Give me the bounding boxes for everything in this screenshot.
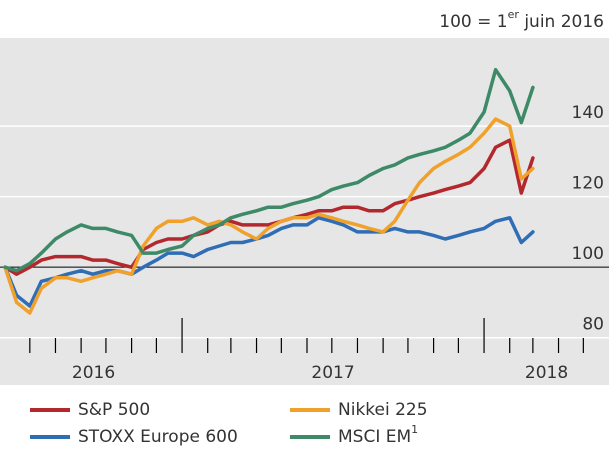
x-label: 2017 [311,363,354,383]
legend-label: Nikkei 225 [338,400,428,420]
y-tick-label: 100 [572,244,604,264]
y-tick-label: 140 [572,103,604,123]
legend-name: MSCI EM [338,427,411,447]
legend-label: STOXX Europe 600 [78,427,238,447]
legend-sup: 1 [411,423,418,436]
legend-name: Nikkei 225 [338,400,428,420]
series-line [3,216,535,308]
series-line [3,67,535,273]
legend-name: S&P 500 [78,400,150,420]
y-tick-label: 120 [572,174,604,194]
legend-label: MSCI EM1 [338,423,418,447]
x-label: 2018 [525,363,568,383]
note-sup: er [508,8,520,21]
series-line [3,138,535,276]
note-text: juin 2016 [519,12,604,32]
note-text: 100 = 1 [439,12,507,32]
x-label: 2016 [72,363,115,383]
legend-label: S&P 500 [78,400,150,420]
note: 100 = 1er juin 2016 [439,8,604,32]
y-tick-label: 80 [582,315,604,335]
legend-name: STOXX Europe 600 [78,427,238,447]
plot-background [0,38,609,385]
series-line [3,117,535,315]
